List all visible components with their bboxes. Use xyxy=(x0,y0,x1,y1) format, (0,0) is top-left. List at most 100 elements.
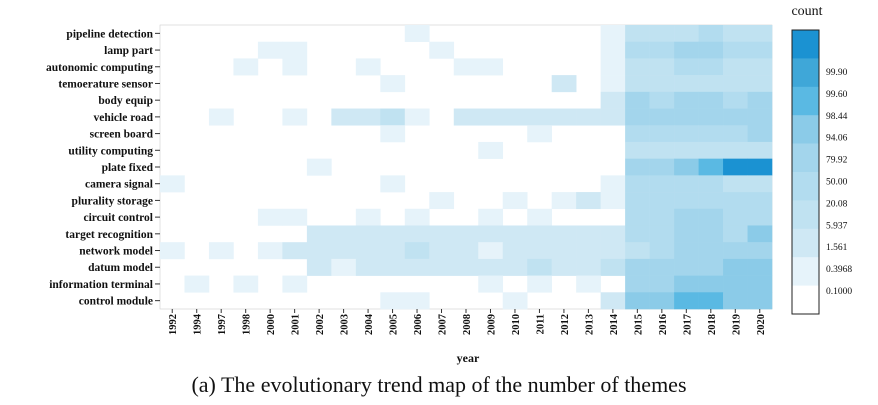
y-tick-label: information terminal xyxy=(49,279,153,291)
heatmap-cell xyxy=(551,258,577,276)
heatmap-cell xyxy=(331,258,357,276)
heatmap-cell xyxy=(502,225,528,243)
heatmap-cell xyxy=(429,192,455,210)
heatmap-cell xyxy=(649,125,675,143)
y-tick-label: screen board xyxy=(90,129,154,141)
heatmap-cell xyxy=(453,242,479,260)
heatmap-cell xyxy=(649,208,675,226)
heatmap-cell xyxy=(600,58,626,76)
heatmap-cell xyxy=(723,125,748,143)
heatmap-cell xyxy=(625,91,650,109)
heatmap-cell xyxy=(380,175,406,193)
heatmap-cell xyxy=(747,192,773,210)
heatmap-cell xyxy=(674,292,699,310)
heatmap-cell xyxy=(674,192,699,210)
legend-swatch xyxy=(792,200,819,230)
legend-label: 50.00 xyxy=(826,178,848,188)
heatmap-cell xyxy=(723,58,748,76)
heatmap-cell xyxy=(747,225,773,243)
heatmap-cell xyxy=(674,225,699,243)
heatmap-cell xyxy=(576,258,601,276)
y-tick-label: circuit control xyxy=(83,212,153,224)
heatmap-cell xyxy=(649,158,675,176)
legend-label: 20.08 xyxy=(826,199,848,209)
heatmap-cell xyxy=(282,108,308,126)
heatmap-cell xyxy=(600,41,626,59)
x-tick-label: 1997 xyxy=(217,314,228,335)
heatmap-cell xyxy=(404,108,430,126)
heatmap-cell xyxy=(257,208,283,226)
heatmap-cell xyxy=(625,258,650,276)
heatmap-cell xyxy=(698,292,724,310)
heatmap-cell xyxy=(698,141,724,159)
heatmap-cell xyxy=(429,258,455,276)
heatmap-cell xyxy=(674,141,699,159)
heatmap-cell xyxy=(478,242,504,260)
heatmap-cell xyxy=(698,275,724,293)
legend-label: 99.90 xyxy=(826,68,848,78)
x-tick-label: 1998 xyxy=(242,314,253,335)
heatmap-cell xyxy=(625,208,650,226)
heatmap-cell xyxy=(747,158,773,176)
heatmap-cell xyxy=(600,91,626,109)
heatmap-cell xyxy=(355,108,381,126)
heatmap-cell xyxy=(576,242,601,260)
heatmap-cell xyxy=(257,41,283,59)
heatmap-cell xyxy=(625,141,650,159)
heatmap-cell xyxy=(453,58,479,76)
heatmap-cell xyxy=(625,292,650,310)
heatmap-cell xyxy=(600,192,626,210)
x-tick-label: 2005 xyxy=(389,314,400,335)
heatmap-cell xyxy=(747,175,773,193)
heatmap-cell xyxy=(625,25,650,43)
y-tick-label: control module xyxy=(79,296,153,308)
x-tick-label: 2010 xyxy=(511,314,522,335)
heatmap-cell xyxy=(747,25,773,43)
heatmap-cell xyxy=(747,258,773,276)
heatmap-cell xyxy=(747,41,773,59)
heatmap-cell xyxy=(478,108,504,126)
x-tick-label: 2011 xyxy=(535,314,546,334)
x-tick-label: 2013 xyxy=(584,314,595,335)
heatmap-cell xyxy=(747,242,773,260)
heatmap-cell xyxy=(282,208,308,226)
heatmap-cell xyxy=(723,41,748,59)
heatmap-cell xyxy=(723,192,748,210)
x-tick-label: 2015 xyxy=(633,314,644,335)
heatmap-cell xyxy=(600,75,626,93)
heatmap-cell xyxy=(355,258,381,276)
legend-label: 0.3968 xyxy=(826,265,852,275)
heatmap-cell xyxy=(160,175,185,193)
legend-swatch xyxy=(792,228,819,258)
heatmap-cell xyxy=(747,91,773,109)
heatmap-cell xyxy=(674,258,699,276)
heatmap-cell xyxy=(355,58,381,76)
heatmap-cell xyxy=(747,58,773,76)
heatmap-cell xyxy=(502,242,528,260)
heatmap-cell xyxy=(747,108,773,126)
heatmap-cell xyxy=(723,242,748,260)
x-tick-label: 2012 xyxy=(560,314,571,335)
heatmap-cell xyxy=(625,158,650,176)
x-tick-label: 2018 xyxy=(707,314,718,335)
heatmap-cell xyxy=(453,258,479,276)
heatmap-cell xyxy=(282,242,308,260)
heatmap-cell xyxy=(380,242,406,260)
heatmap-cell xyxy=(502,192,528,210)
heatmap-cell xyxy=(233,275,259,293)
heatmap-cell xyxy=(502,292,528,310)
legend-label: 99.60 xyxy=(826,90,848,100)
heatmap-cell xyxy=(723,175,748,193)
heatmap-cell xyxy=(208,108,234,126)
heatmap-cell xyxy=(674,91,699,109)
heatmap-cell xyxy=(625,41,650,59)
heatmap-cell xyxy=(698,192,724,210)
heatmap-cell xyxy=(698,242,724,260)
heatmap-cell xyxy=(527,225,552,243)
x-tick-label: 2008 xyxy=(462,314,473,335)
heatmap-cell xyxy=(674,108,699,126)
heatmap-cell xyxy=(527,108,552,126)
heatmap-cell xyxy=(355,208,381,226)
heatmap-cell xyxy=(380,125,406,143)
heatmap-cell xyxy=(674,41,699,59)
